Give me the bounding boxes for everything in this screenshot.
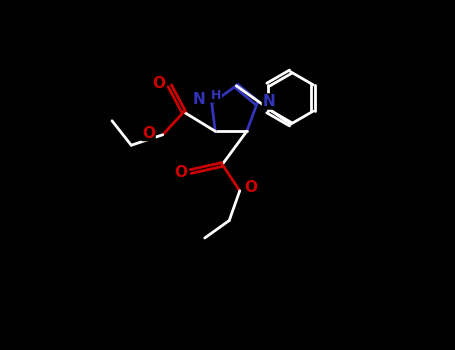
Text: N: N [263,94,275,109]
Text: O: O [244,181,257,195]
Text: O: O [174,165,187,180]
Text: O: O [142,126,155,140]
Text: H: H [211,89,221,102]
Text: N: N [193,92,206,107]
Text: O: O [152,77,166,91]
